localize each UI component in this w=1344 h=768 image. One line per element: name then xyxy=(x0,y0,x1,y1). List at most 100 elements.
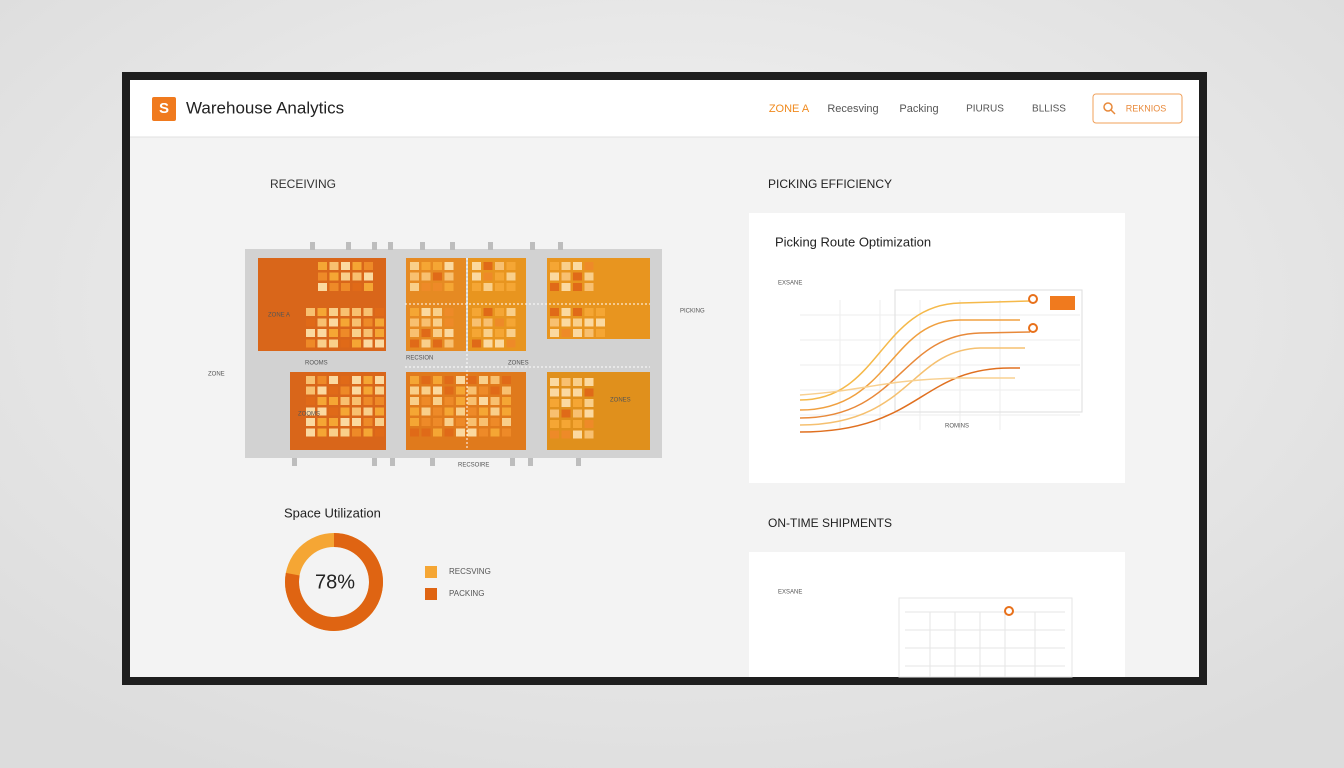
heat-cell xyxy=(433,386,442,395)
heat-cell xyxy=(490,407,500,416)
heat-cell xyxy=(550,329,559,337)
heat-cell xyxy=(561,318,571,327)
heat-cell xyxy=(456,386,465,395)
heat-cell xyxy=(352,339,361,348)
heat-cell xyxy=(502,376,511,384)
heat-cell xyxy=(472,339,481,348)
app-title: Warehouse Analytics xyxy=(186,98,344,117)
heat-cell xyxy=(472,318,481,327)
dock xyxy=(510,458,515,466)
dock xyxy=(388,242,393,250)
heat-cell xyxy=(352,308,361,316)
heat-cell xyxy=(573,272,582,281)
dock xyxy=(430,458,435,466)
map-label: RECSION xyxy=(406,356,433,362)
nav-item[interactable]: ZONE A xyxy=(769,103,810,115)
heat-cell xyxy=(467,407,477,416)
shipment-node xyxy=(1004,606,1014,616)
heat-cell xyxy=(433,308,442,316)
heat-cell xyxy=(340,397,350,405)
heat-cell xyxy=(573,329,582,337)
heat-cell xyxy=(495,272,504,281)
heat-cell xyxy=(363,428,373,437)
heat-cell xyxy=(341,283,350,291)
dock xyxy=(372,458,377,466)
map-label: ROOMS xyxy=(305,361,328,367)
heat-cell xyxy=(433,318,442,327)
heat-cell xyxy=(456,418,465,426)
section-title: RECEIVING xyxy=(270,177,336,191)
heat-cell xyxy=(421,397,431,405)
search-icon xyxy=(1103,102,1113,112)
nav-item[interactable]: BLLISS xyxy=(1032,104,1066,115)
heat-cell xyxy=(410,329,419,337)
nav-item[interactable]: Packing xyxy=(899,103,938,115)
nav-item[interactable]: PIURUS xyxy=(966,104,1004,115)
heat-cell xyxy=(375,428,384,437)
dock xyxy=(310,242,315,250)
heat-cell xyxy=(306,386,315,395)
heat-cell xyxy=(444,339,454,348)
heat-cell xyxy=(306,428,315,437)
heat-cell xyxy=(502,418,511,426)
heat-cell xyxy=(444,428,454,437)
heat-cell xyxy=(561,409,571,418)
heat-cell xyxy=(584,283,594,291)
route-node xyxy=(1028,323,1038,333)
heat-cell xyxy=(495,308,504,316)
heat-cell xyxy=(483,329,493,337)
heat-cell xyxy=(550,262,559,270)
heat-cell xyxy=(410,418,419,426)
heat-cell xyxy=(483,318,493,327)
heat-cell xyxy=(502,407,511,416)
map-label: ZONES xyxy=(508,361,529,367)
heat-cell xyxy=(375,407,384,416)
heat-cell xyxy=(340,339,350,348)
heat-cell xyxy=(573,318,582,327)
heat-cell xyxy=(433,376,442,384)
heat-cell xyxy=(433,272,442,281)
heat-cell xyxy=(596,329,605,337)
heat-cell xyxy=(506,318,516,327)
heat-cell xyxy=(573,308,582,316)
heat-cell xyxy=(306,339,315,348)
heat-cell xyxy=(410,318,419,327)
heat-cell xyxy=(341,262,350,270)
heat-cell xyxy=(506,339,516,348)
heat-cell xyxy=(341,272,350,281)
heat-cell xyxy=(467,428,477,437)
heat-cell xyxy=(363,407,373,416)
search-button[interactable] xyxy=(1092,93,1183,124)
heat-cell xyxy=(490,386,500,395)
nav-item[interactable]: Recesving xyxy=(827,103,878,115)
heat-cell xyxy=(584,388,594,397)
heat-cell xyxy=(444,262,454,270)
heat-cell xyxy=(363,308,373,316)
heat-cell xyxy=(444,407,454,416)
heat-cell xyxy=(584,409,594,418)
heat-cell xyxy=(561,420,571,428)
heat-cell xyxy=(433,283,442,291)
heat-cell xyxy=(506,283,516,291)
logo-text: S xyxy=(159,100,169,117)
dock xyxy=(530,242,535,250)
heat-cell xyxy=(472,262,481,270)
section-title: PICKING EFFICIENCY xyxy=(768,177,892,191)
heat-cell xyxy=(329,397,338,405)
heat-cell xyxy=(421,283,431,291)
heat-cell xyxy=(550,388,559,397)
heat-cell xyxy=(506,329,516,337)
heat-cell xyxy=(410,376,419,384)
heat-cell xyxy=(483,308,493,316)
map-label: ZOOMS xyxy=(298,412,320,418)
logo xyxy=(152,97,176,121)
heat-cell xyxy=(421,407,431,416)
heat-cell xyxy=(483,272,493,281)
heat-cell xyxy=(318,272,327,281)
heat-cell xyxy=(550,272,559,281)
heat-cell xyxy=(352,397,361,405)
heat-cell xyxy=(410,308,419,316)
heat-cell xyxy=(483,262,493,270)
zone-block xyxy=(258,258,386,351)
heat-cell xyxy=(340,329,350,337)
